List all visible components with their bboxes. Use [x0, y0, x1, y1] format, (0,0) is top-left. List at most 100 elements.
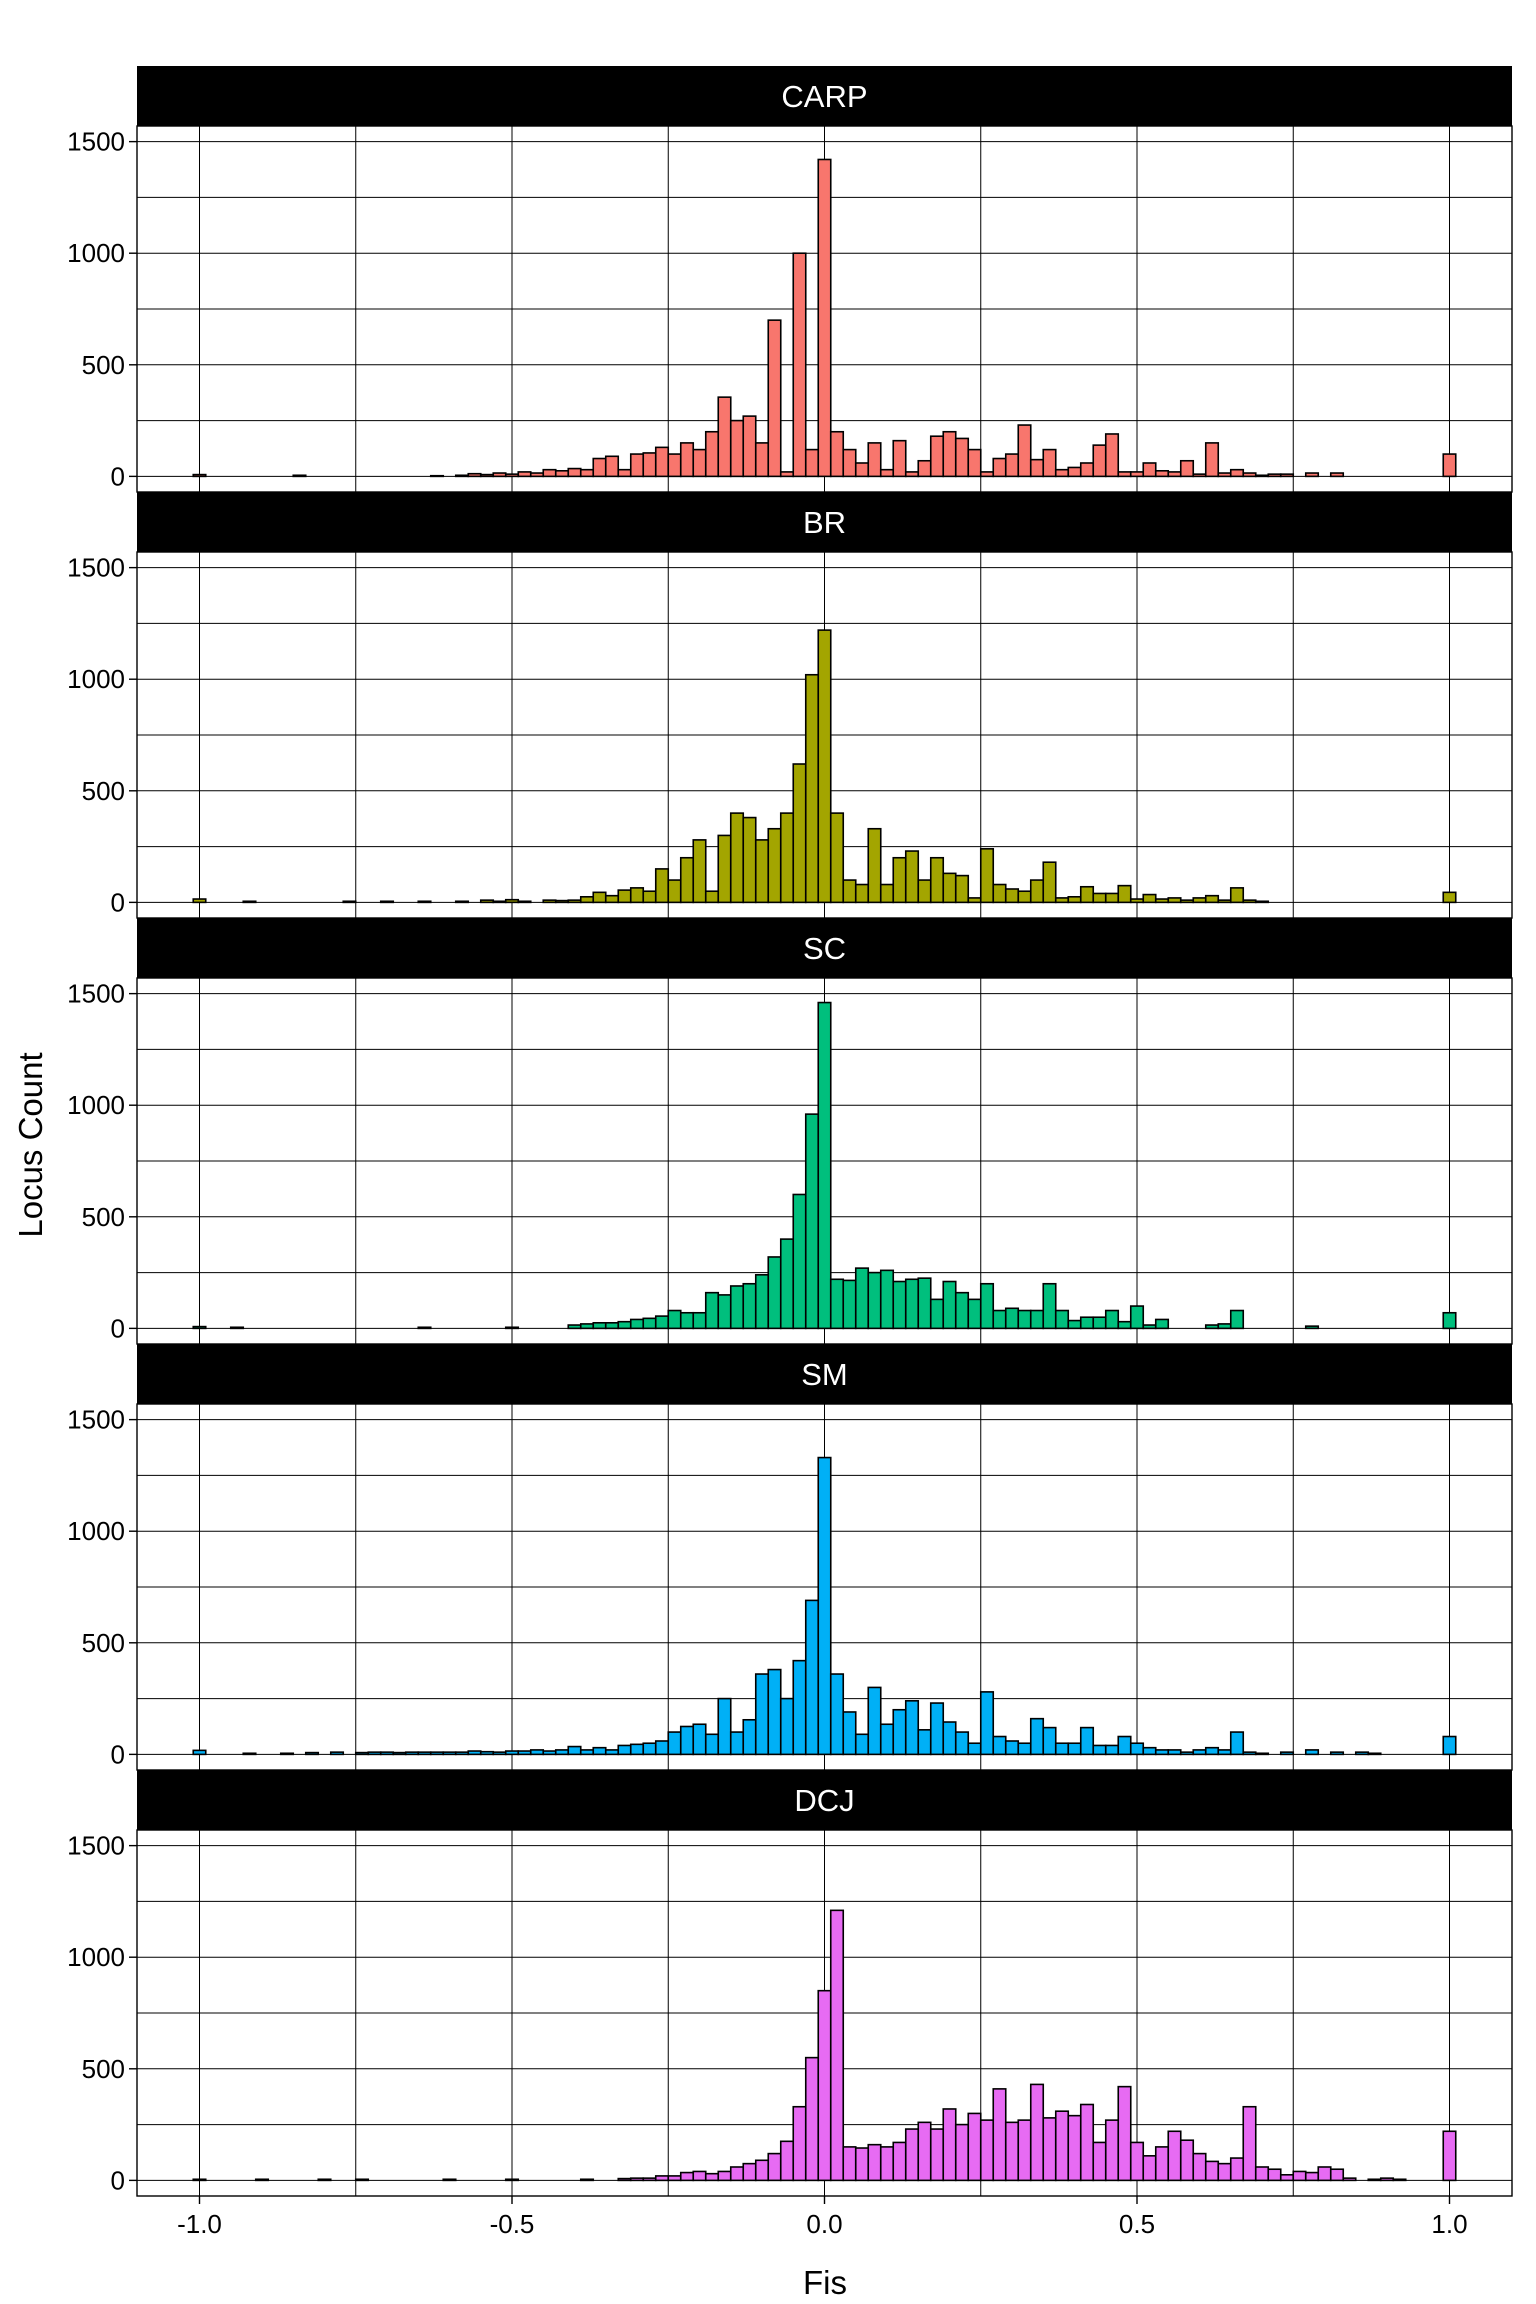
histogram-bar — [579, 1323, 595, 1330]
y-tick-label: 1500 — [67, 553, 125, 583]
histogram-bar — [354, 1751, 370, 1756]
y-tick-label: 1500 — [67, 979, 125, 1009]
histogram-bar — [1317, 2166, 1332, 2182]
histogram-bar — [604, 1321, 620, 1330]
histogram-bar — [704, 1291, 720, 1330]
histogram-bar — [817, 158, 832, 478]
bars — [192, 1001, 1457, 1330]
histogram-bar — [1004, 2121, 1020, 2182]
histogram-bar — [1117, 884, 1132, 904]
histogram-bar — [517, 471, 532, 478]
histogram-bar — [754, 2159, 770, 2182]
histogram-bar — [617, 2177, 632, 2182]
histogram-bar — [654, 446, 670, 478]
histogram-bar — [1167, 2130, 1182, 2182]
histogram-bar — [1142, 1324, 1157, 1330]
histogram-bar — [1217, 899, 1232, 904]
x-axis: -1.0 -0.5 0.0 0.5 1.0 — [177, 2196, 1468, 2239]
histogram-bar — [779, 1697, 795, 1756]
histogram-bar — [729, 419, 745, 478]
y-tick-label: 1500 — [67, 127, 125, 157]
histogram-bar — [1004, 1740, 1020, 1756]
histogram-bar — [917, 879, 932, 904]
histogram-bar — [354, 2178, 370, 2182]
histogram-bar — [904, 1700, 920, 1756]
histogram-bar — [979, 2119, 995, 2182]
histogram-bar — [954, 874, 970, 904]
histogram-bar — [1067, 466, 1082, 478]
histogram-bar — [942, 1721, 957, 1756]
histogram-bar — [817, 1989, 832, 2182]
histogram-bar — [792, 763, 807, 904]
histogram-bar — [642, 890, 657, 904]
histogram-bar — [917, 459, 932, 478]
histogram-bar — [629, 1743, 645, 1756]
histogram-bar — [692, 2170, 707, 2182]
histogram-bar — [504, 898, 520, 904]
histogram-bar — [467, 472, 482, 478]
histogram-bar — [1179, 899, 1195, 904]
histogram-bar — [967, 1298, 982, 1330]
histogram-bar — [1167, 897, 1182, 904]
histogram-bar — [1017, 1742, 1032, 1756]
histogram-bar — [1242, 472, 1257, 478]
histogram-bar — [742, 1718, 757, 1756]
histogram-bar — [792, 1193, 807, 1330]
histogram-bar — [854, 883, 870, 904]
histogram-bar — [429, 1751, 445, 1756]
histogram-bar — [554, 1749, 570, 1756]
histogram-bar — [1042, 448, 1057, 478]
histogram-bar — [1129, 1742, 1145, 1756]
histogram-bar — [542, 899, 557, 904]
histogram-bar — [567, 467, 582, 478]
histogram-bar — [792, 1659, 807, 1756]
histogram-bar — [192, 898, 207, 904]
histogram-bar — [792, 2105, 807, 2182]
histogram-bar — [1142, 462, 1157, 478]
histogram-bar — [629, 887, 645, 904]
histogram-bar — [1029, 1309, 1045, 1330]
histogram-bar — [942, 2108, 957, 2182]
histogram-bar — [1254, 900, 1270, 904]
y-tick-label: 1500 — [67, 1831, 125, 1861]
histogram-bar — [629, 453, 645, 478]
facet-strip — [137, 1344, 1512, 1404]
histogram-bar — [642, 452, 657, 478]
histogram-bar — [992, 2088, 1007, 2182]
histogram-bar — [904, 2128, 920, 2182]
histogram-bar — [979, 848, 995, 904]
histogram-bar — [492, 900, 507, 904]
histogram-bar — [1329, 1751, 1345, 1756]
histogram-bar — [192, 2178, 207, 2182]
histogram-bar — [504, 1750, 520, 1756]
histogram-bar — [1367, 1752, 1382, 1756]
histogram-bar — [292, 474, 307, 478]
histogram-bar — [842, 1279, 857, 1330]
histogram-bar — [479, 899, 495, 904]
histogram-bar — [979, 1282, 995, 1330]
histogram-bar — [467, 1750, 482, 1756]
panel-br: BR 0 500 1000 1500 — [67, 492, 1513, 919]
histogram-bar — [1054, 2110, 1070, 2182]
histogram-bar — [967, 897, 982, 904]
histogram-bar — [517, 900, 532, 904]
histogram-bar — [517, 1750, 532, 1756]
histogram-bar — [329, 1751, 345, 1756]
histogram-bar — [842, 448, 857, 478]
histogram-bar — [1142, 2155, 1157, 2182]
histogram-bar — [854, 2147, 870, 2182]
histogram-bar — [1104, 433, 1120, 478]
histogram-bar — [892, 1280, 907, 1330]
histogram-bar — [1067, 1319, 1082, 1330]
histogram-bar — [1017, 2119, 1032, 2182]
facet-strip — [137, 1770, 1512, 1830]
x-tick-label: 0.5 — [1119, 2209, 1155, 2239]
facet-strip-label: DCJ — [794, 1783, 854, 1818]
histogram-bar — [817, 1001, 832, 1330]
histogram-bar — [579, 2178, 595, 2182]
histogram-bar — [1042, 1726, 1057, 1756]
histogram-bar — [667, 2175, 682, 2182]
histogram-bar — [1304, 2171, 1320, 2182]
histogram-bar — [1129, 898, 1145, 904]
y-tick-label: 1500 — [67, 1405, 125, 1435]
